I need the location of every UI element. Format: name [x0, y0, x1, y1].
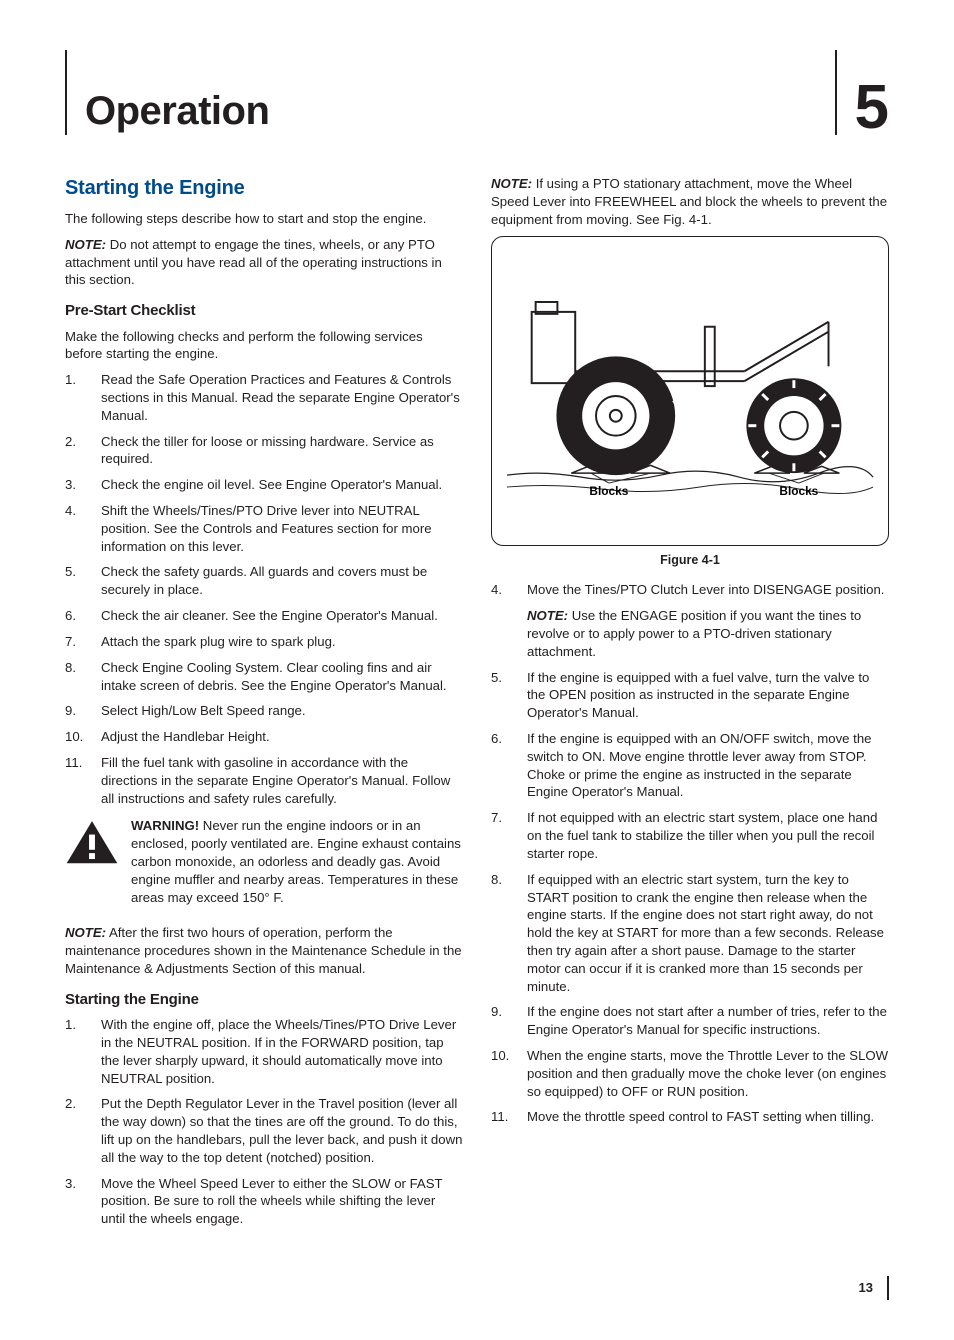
section-heading: Starting the Engine [65, 175, 463, 202]
left-column: Starting the Engine The following steps … [65, 175, 463, 1236]
starting-list-left: With the engine off, place the Wheels/Ti… [65, 1016, 463, 1228]
warning-text: WARNING! Never run the engine indoors or… [131, 817, 463, 906]
note-text: Do not attempt to engage the tines, whee… [65, 237, 442, 288]
list-item: Check the tiller for loose or missing ha… [65, 433, 463, 469]
list-item: With the engine off, place the Wheels/Ti… [65, 1016, 463, 1087]
list-item: Move the Tines/PTO Clutch Lever into DIS… [491, 581, 889, 599]
section-note: NOTE: Do not attempt to engage the tines… [65, 236, 463, 289]
page-number: 13 [859, 1279, 873, 1297]
note-label: NOTE: [491, 176, 532, 191]
prestart-heading: Pre-Start Checklist [65, 301, 463, 321]
note-label: NOTE: [65, 237, 106, 252]
note-label: NOTE: [527, 608, 568, 623]
warning-block: WARNING! Never run the engine indoors or… [65, 817, 463, 914]
list-item: Move the throttle speed control to FAST … [491, 1108, 889, 1126]
chapter-header: Operation 5 [65, 50, 889, 135]
list-item: If equipped with an electric start syste… [491, 871, 889, 996]
list-item: Check the engine oil level. See Engine O… [65, 476, 463, 494]
starting-list-right-cont: If the engine is equipped with a fuel va… [491, 669, 889, 1127]
figure-4-1: Blocks Blocks [491, 236, 889, 546]
list-item: When the engine starts, move the Throttl… [491, 1047, 889, 1100]
list-item: Select High/Low Belt Speed range. [65, 702, 463, 720]
warning-label: WARNING! [131, 818, 199, 833]
starting-heading: Starting the Engine [65, 990, 463, 1010]
list-item: If not equipped with an electric start s… [491, 809, 889, 862]
list-item: Check Engine Cooling System. Clear cooli… [65, 659, 463, 695]
prestart-list: Read the Safe Operation Practices and Fe… [65, 371, 463, 807]
list-item: Attach the spark plug wire to spark plug… [65, 633, 463, 651]
list-item: If the engine is equipped with an ON/OFF… [491, 730, 889, 801]
maint-note: NOTE: After the first two hours of opera… [65, 924, 463, 977]
prestart-intro: Make the following checks and perform th… [65, 328, 463, 364]
note-label: NOTE: [65, 925, 106, 940]
list-item: Fill the fuel tank with gasoline in acco… [65, 754, 463, 807]
list-item: Adjust the Handlebar Height. [65, 728, 463, 746]
section-intro: The following steps describe how to star… [65, 210, 463, 228]
list-item: Read the Safe Operation Practices and Fe… [65, 371, 463, 424]
right-column: NOTE: If using a PTO stationary attachme… [491, 175, 889, 1236]
starting-list-right: Move the Tines/PTO Clutch Lever into DIS… [491, 581, 889, 599]
list-item: If the engine does not start after a num… [491, 1003, 889, 1039]
list-item: Check the safety guards. All guards and … [65, 563, 463, 599]
list-item: Put the Depth Regulator Lever in the Tra… [65, 1095, 463, 1166]
right-note: NOTE: If using a PTO stationary attachme… [491, 175, 889, 228]
item4-note: NOTE: Use the ENGAGE position if you wan… [527, 607, 889, 660]
list-item: Move the Wheel Speed Lever to either the… [65, 1175, 463, 1228]
list-item: If the engine is equipped with a fuel va… [491, 669, 889, 722]
tiller-illustration: Blocks Blocks [502, 267, 878, 525]
blocks-label-left: Blocks [589, 484, 628, 498]
chapter-number: 5 [855, 82, 889, 135]
list-item: Check the air cleaner. See the Engine Op… [65, 607, 463, 625]
chapter-number-box: 5 [835, 50, 889, 135]
page-footer: 13 [65, 1276, 889, 1300]
list-item: Shift the Wheels/Tines/PTO Drive lever i… [65, 502, 463, 555]
warning-triangle-icon [65, 819, 119, 867]
blocks-label-right: Blocks [779, 484, 818, 498]
figure-caption: Figure 4-1 [491, 552, 889, 569]
chapter-title: Operation [85, 91, 269, 135]
content-columns: Starting the Engine The following steps … [65, 175, 889, 1236]
